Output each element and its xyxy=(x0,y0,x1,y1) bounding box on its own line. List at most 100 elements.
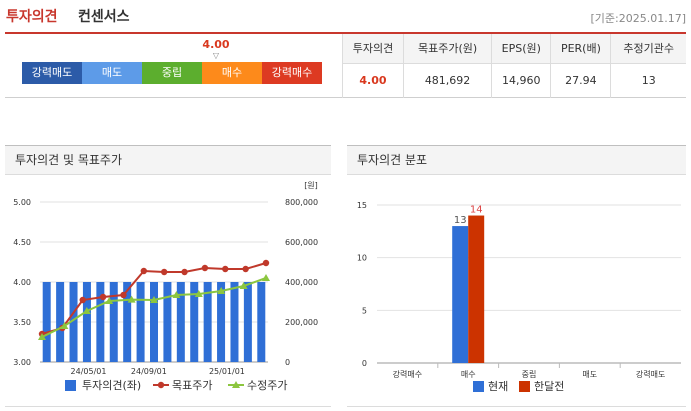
legend-swatch xyxy=(519,381,530,392)
opinion-bar xyxy=(136,282,145,362)
y-right-tick-label: 600,000 xyxy=(285,238,318,247)
table-cell: 14,960 xyxy=(491,63,551,98)
table-header: 목표주가(원) xyxy=(402,34,492,64)
opinion-bar xyxy=(230,282,239,362)
target-price-point xyxy=(242,265,249,273)
y-tick-label: 0 xyxy=(362,359,367,368)
reference-date: [기준:2025.01.17] xyxy=(590,12,686,25)
x-tick-label: 25/01/01 xyxy=(209,367,245,376)
legend-swatch xyxy=(65,380,76,391)
opinion-bar xyxy=(123,282,132,362)
table-cell: 481,692 xyxy=(402,63,492,98)
adjusted-price-point xyxy=(150,296,158,303)
adjusted-price-point xyxy=(105,297,114,304)
adjusted-price-point xyxy=(60,322,69,329)
opinion-bar xyxy=(257,282,266,362)
table-header: PER(배) xyxy=(550,34,611,64)
target-price-point xyxy=(79,296,86,304)
target-price-point xyxy=(262,259,270,267)
opinion-bar xyxy=(96,282,105,362)
target-price-point xyxy=(120,291,127,299)
legend-swatch xyxy=(473,381,484,392)
x-tick-label: 강력매수 xyxy=(393,369,422,379)
page-title: 투자의견 xyxy=(6,9,58,25)
opinion-bar xyxy=(190,282,199,362)
gauge-score: 4.00 xyxy=(202,38,230,51)
panel-title: 투자의견 및 목표주가 xyxy=(5,146,331,175)
y-right-tick-label: 400,000 xyxy=(285,278,318,287)
opinion-bar xyxy=(217,282,226,362)
gauge-segment: 매수 xyxy=(202,62,262,84)
table-header: 추정기관수 xyxy=(610,34,686,64)
page-header: 투자의견 컨센서스 [기준:2025.01.17] xyxy=(0,0,691,30)
y-left-tick-label: 3.00 xyxy=(13,358,31,367)
target-price-point xyxy=(201,264,209,272)
opinion-bar xyxy=(69,282,78,362)
legend-label: 현재 xyxy=(488,380,508,393)
legend-label: 투자의견(좌) xyxy=(82,379,141,392)
gauge-segment: 강력매수 xyxy=(262,62,322,84)
table-cell: 27.94 xyxy=(550,63,611,98)
x-tick-label: 강력매도 xyxy=(636,369,665,379)
y-right-tick-label: 0 xyxy=(285,358,290,367)
table-header: EPS(원) xyxy=(491,34,551,64)
table-header: 투자의견 xyxy=(342,34,404,64)
x-tick-label: 24/09/01 xyxy=(131,367,167,376)
legend-label: 목표주가 xyxy=(172,379,212,392)
opinion-bar xyxy=(203,282,212,362)
x-tick-label: 매수 xyxy=(461,370,476,379)
opinion-target-chart: 3.00 3.50 4.00 4.50 5.00 0 200,000 400,000 600,0… xyxy=(13,181,318,392)
gauge-segment: 매도 xyxy=(82,62,142,84)
adjusted-price-point xyxy=(239,282,248,289)
y-right-tick-label: 800,000 xyxy=(285,198,318,207)
opinion-gauge: 강력매도 매도 중립 매수 강력매수 xyxy=(22,62,322,86)
opinion-bar xyxy=(82,282,91,362)
adjusted-price-point xyxy=(194,290,203,297)
opinion-distribution-panel: 투자의견 분포 0 5 10 15 강력매수 매수 중립 매도 강력매도 13 14 현재 한달전 xyxy=(347,145,686,407)
target-price-point xyxy=(222,265,229,273)
adjusted-price-point xyxy=(262,274,270,281)
opinion-bar xyxy=(56,282,65,362)
consensus-table: 투자의견 목표주가(원) EPS(원) PER(배) 추정기관수 4.00 481,692… xyxy=(342,34,686,98)
x-tick-label: 매도 xyxy=(582,370,597,379)
legend-swatch xyxy=(157,381,165,389)
month-ago-bar xyxy=(468,215,485,363)
bar-value-label: 13 xyxy=(454,215,467,226)
page-subtitle: 컨센서스 xyxy=(78,9,130,25)
gauge-marker-icon: ▽ xyxy=(212,51,220,60)
opinion-bar xyxy=(243,282,252,362)
x-tick-label: 중립 xyxy=(522,370,537,379)
table-cell: 4.00 xyxy=(342,63,404,98)
opinion-target-panel: 투자의견 및 목표주가 3.00 3.50 4.00 4.50 5.00 0 200,000… xyxy=(5,145,331,407)
consensus-section: 강력매도 매도 중립 매수 강력매수 4.00 ▽ 투자의견 목표주가(원) EPS(원) P… xyxy=(5,32,686,98)
opinion-bar xyxy=(109,282,118,362)
y-right-tick-label: 200,000 xyxy=(285,318,318,327)
y-right-unit: [원] xyxy=(304,181,318,190)
current-bar xyxy=(452,226,469,363)
adjusted-price-point xyxy=(217,287,226,294)
y-left-tick-label: 4.50 xyxy=(13,238,31,247)
target-price-point xyxy=(140,267,148,275)
gauge-segment: 중립 xyxy=(142,62,202,84)
legend-swatch xyxy=(232,381,240,388)
bar-value-label: 14 xyxy=(470,205,483,216)
target-price-point xyxy=(160,268,168,276)
x-tick-label: 24/05/01 xyxy=(71,367,107,376)
legend-label: 수정주가 xyxy=(247,379,287,392)
target-price-point xyxy=(181,268,188,276)
gauge-segment: 강력매도 xyxy=(22,62,82,84)
y-left-tick-label: 4.00 xyxy=(13,278,31,287)
target-price-point xyxy=(99,293,107,301)
y-left-tick-label: 5.00 xyxy=(13,198,31,207)
table-cell: 13 xyxy=(610,63,686,98)
target-price-line xyxy=(41,262,267,335)
opinion-bar xyxy=(176,282,185,362)
opinion-bar xyxy=(150,282,158,362)
adjusted-price-point xyxy=(172,291,181,298)
panel-title: 투자의견 분포 xyxy=(347,146,686,175)
y-tick-label: 5 xyxy=(362,306,367,315)
y-tick-label: 10 xyxy=(357,254,367,263)
opinion-bar xyxy=(42,282,51,362)
opinion-bar xyxy=(163,282,172,362)
adjusted-price-point xyxy=(38,333,46,340)
